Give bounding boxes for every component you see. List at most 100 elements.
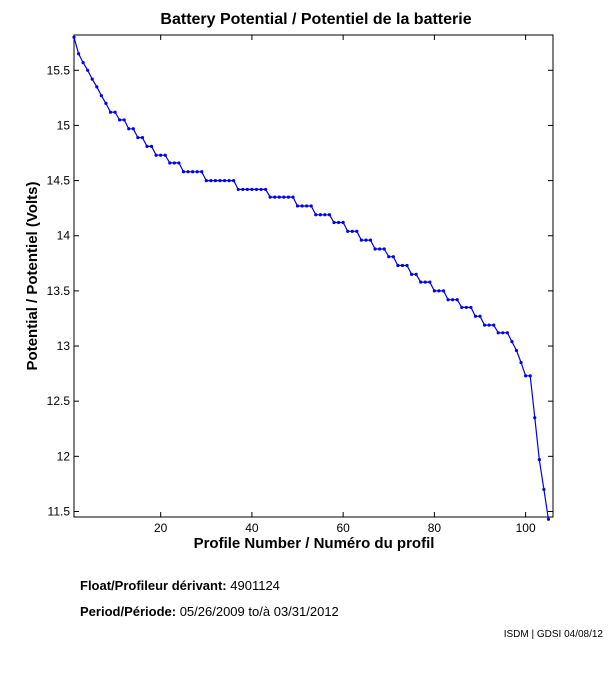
data-point xyxy=(428,280,432,284)
x-tick-label: 60 xyxy=(336,521,350,535)
data-point xyxy=(172,161,176,165)
data-point xyxy=(546,517,551,521)
data-point xyxy=(432,289,436,293)
chart-title: Battery Potential / Potentiel de la batt… xyxy=(160,11,471,28)
data-point xyxy=(478,314,482,318)
data-point xyxy=(482,323,487,327)
y-tick-label: 13.5 xyxy=(47,284,71,298)
data-point xyxy=(154,153,158,157)
data-point xyxy=(222,178,227,183)
x-axis-label: Profile Number / Numéro du profil xyxy=(194,535,435,552)
period-separator: to/à xyxy=(248,604,271,619)
x-tick-label: 100 xyxy=(516,521,536,535)
series-line xyxy=(73,37,549,520)
data-point xyxy=(387,255,391,259)
series-points xyxy=(72,35,551,521)
data-point xyxy=(464,305,468,310)
data-point xyxy=(95,85,99,89)
credit-text: ISDM | GDSI 04/08/12 xyxy=(503,629,603,640)
y-tick-label: 11.5 xyxy=(48,504,71,518)
data-point xyxy=(282,195,286,199)
data-point xyxy=(305,204,309,208)
data-point xyxy=(396,263,400,268)
data-point xyxy=(528,374,532,378)
data-point xyxy=(451,298,455,302)
data-point xyxy=(332,220,336,225)
data-point xyxy=(118,118,122,122)
data-point xyxy=(86,68,90,72)
data-point xyxy=(140,135,145,140)
data-point xyxy=(286,195,291,199)
period-label: Period/Période: xyxy=(80,604,177,619)
data-point xyxy=(295,204,300,208)
data-point xyxy=(405,263,409,268)
data-point xyxy=(519,360,523,365)
data-point xyxy=(327,213,332,217)
y-tick-label: 14.5 xyxy=(47,174,71,188)
period-info: Period/Période: 05/26/2009 to/à 03/31/20… xyxy=(80,604,339,619)
data-point xyxy=(318,213,322,217)
data-point xyxy=(537,458,541,462)
data-point xyxy=(496,331,500,335)
y-tick-label: 14 xyxy=(57,229,71,243)
data-point xyxy=(341,220,345,225)
data-point xyxy=(159,153,163,157)
data-point xyxy=(382,247,386,251)
y-axis-label: Potential / Potentiel (Volts) xyxy=(24,182,41,371)
data-point xyxy=(446,298,450,302)
x-axis: 20 40 60 80 100 xyxy=(154,35,536,535)
data-point xyxy=(350,229,354,233)
data-point xyxy=(127,127,131,131)
data-point xyxy=(501,331,505,335)
data-point xyxy=(460,305,464,310)
data-point xyxy=(455,298,459,302)
data-point xyxy=(264,187,268,192)
float-label: Float/Profileur dérivant: xyxy=(80,578,227,593)
data-point xyxy=(122,118,126,122)
data-point xyxy=(487,323,491,327)
data-point xyxy=(373,247,377,251)
data-point xyxy=(108,110,113,114)
data-point xyxy=(533,416,537,420)
plot-frame xyxy=(73,34,554,518)
data-point xyxy=(209,178,213,183)
data-point xyxy=(177,161,181,165)
x-tick-label: 80 xyxy=(428,521,442,535)
x-tick-label: 20 xyxy=(154,521,168,535)
data-point xyxy=(136,135,140,140)
data-point xyxy=(492,323,496,327)
y-axis: 11.5 12 12.5 13 13.5 14 14.5 15 15.5 xyxy=(47,63,553,518)
data-point xyxy=(145,144,149,149)
data-point xyxy=(254,187,259,192)
data-point xyxy=(414,272,418,276)
y-tick-label: 15.5 xyxy=(47,63,71,77)
data-point xyxy=(181,170,186,174)
data-point xyxy=(355,229,359,233)
data-point xyxy=(441,289,446,293)
data-point xyxy=(419,280,423,284)
data-point xyxy=(409,272,414,276)
data-point xyxy=(200,170,204,174)
data-point xyxy=(469,305,473,310)
data-point xyxy=(473,314,478,318)
data-point xyxy=(131,127,135,131)
data-point xyxy=(309,204,313,208)
data-point xyxy=(186,170,190,174)
data-point xyxy=(259,187,263,192)
data-point xyxy=(218,178,222,183)
data-point xyxy=(510,340,514,344)
period-end: 03/31/2012 xyxy=(273,604,339,619)
data-point xyxy=(241,187,245,192)
data-point xyxy=(213,178,218,183)
data-point xyxy=(90,77,94,81)
data-point xyxy=(195,170,199,174)
data-point xyxy=(378,247,382,251)
y-tick-label: 12 xyxy=(57,449,71,463)
data-point xyxy=(250,187,254,192)
data-point xyxy=(314,213,318,217)
data-point xyxy=(542,487,546,492)
data-point xyxy=(191,170,195,174)
data-point xyxy=(72,35,76,39)
data-point xyxy=(524,374,528,378)
data-point xyxy=(236,187,240,192)
